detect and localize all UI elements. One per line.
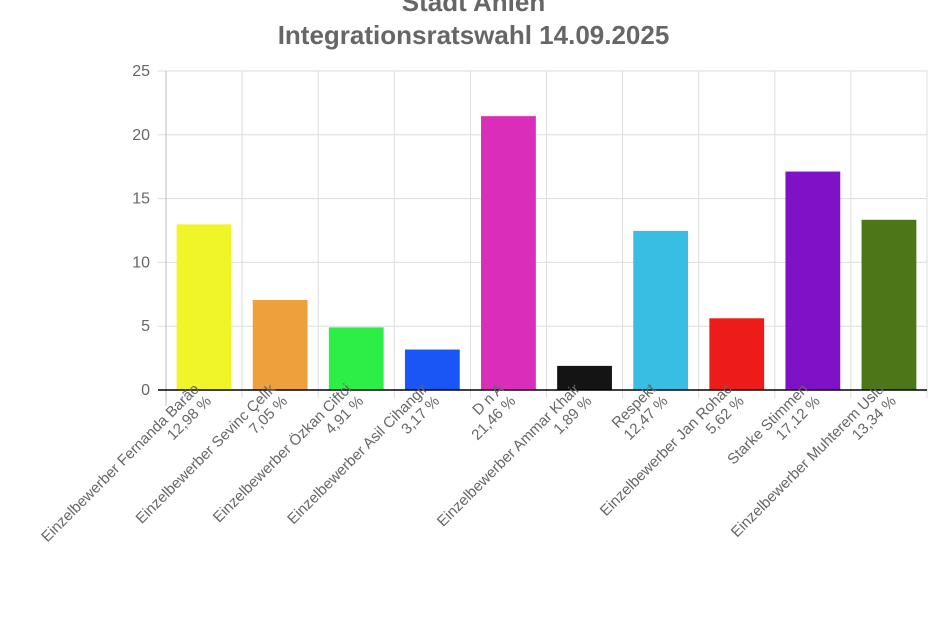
bar[interactable] <box>633 230 689 390</box>
y-tick-label: 0 <box>141 382 150 399</box>
y-tick-label: 5 <box>141 318 150 335</box>
bar[interactable] <box>252 300 308 390</box>
y-tick-label: 10 <box>132 254 150 271</box>
bar[interactable] <box>861 219 917 390</box>
y-tick-label: 15 <box>132 191 150 208</box>
bar[interactable] <box>176 224 232 390</box>
bar[interactable] <box>404 349 460 390</box>
bar[interactable] <box>481 116 536 390</box>
bars <box>176 116 917 390</box>
y-tick-label: 25 <box>132 63 150 80</box>
bar[interactable] <box>557 365 612 390</box>
bar[interactable] <box>785 171 841 390</box>
axes <box>158 71 927 406</box>
bar[interactable] <box>709 318 765 390</box>
chart-title-line-2: Integrationsratswahl 14.09.2025 <box>277 20 670 50</box>
y-tick-label: 20 <box>132 127 150 144</box>
x-tick-label-name: Einzelbewerber Fernanda Barão <box>38 381 203 546</box>
chart-title-line-1: Stadt Ahlen <box>401 0 546 17</box>
y-axis-ticks: 0 5 10 15 20 25 <box>132 63 150 399</box>
bar[interactable] <box>328 327 384 390</box>
